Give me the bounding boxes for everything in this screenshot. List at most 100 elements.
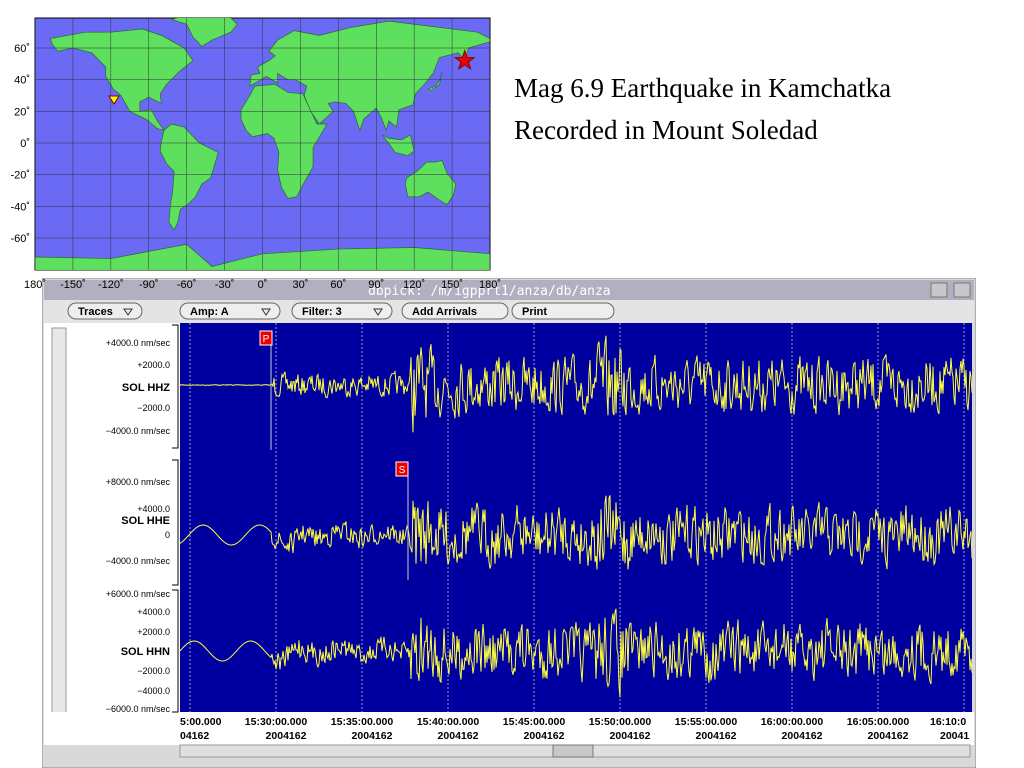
longitude-label: 150˚ (441, 279, 463, 291)
longitude-label: 60˚ (330, 279, 346, 291)
amplitude-label: +2000.0 (137, 627, 170, 637)
date-label: 20041 (940, 730, 969, 742)
amplitude-label: +4000.0 nm/sec (106, 338, 171, 348)
longitude-label: -150˚ (60, 279, 86, 291)
date-label: 2004162 (438, 730, 479, 742)
toolbar-button[interactable] (511, 302, 615, 320)
latitude-label: -20˚ (10, 170, 30, 182)
channel-bracket (172, 459, 179, 586)
toolbar-button[interactable] (67, 302, 143, 320)
amplitude-label: −2000.0 (137, 403, 170, 413)
dropdown-arrow (373, 308, 383, 316)
amplitude-label: +8000.0 nm/sec (106, 477, 171, 487)
phase-label: S (399, 465, 406, 476)
time-label: 16:10:0 (930, 716, 966, 728)
window-title: dbpick: /m/igpprt1/anza/db/anza (368, 284, 611, 299)
traces: PS (180, 323, 972, 712)
button-label: Print (522, 306, 547, 318)
slide-title-line: Recorded in Mount Soledad (514, 115, 818, 145)
longitude-label: 30˚ (292, 279, 308, 291)
amplitude-label: +2000.0 (137, 360, 170, 370)
button-label: Amp: A (190, 306, 229, 318)
button-label: Filter: 3 (302, 306, 342, 318)
latitude-label: 60˚ (14, 43, 30, 55)
time-label: 16:00:00.000 (761, 716, 824, 728)
phase-marker[interactable] (395, 461, 409, 477)
longitude-label: 180˚ (479, 279, 501, 291)
landmass (170, 18, 238, 47)
toolbar-button[interactable] (401, 302, 509, 320)
latitude-label: 0˚ (20, 138, 30, 150)
amplitude-label: +4000.0 (137, 607, 170, 617)
seismogram-trace (180, 495, 972, 570)
date-label: 04162 (180, 730, 209, 742)
channel-bracket (172, 589, 179, 713)
epicenter-star (453, 49, 476, 71)
toolbar-button[interactable] (291, 302, 393, 320)
latitude-label: -60˚ (10, 233, 30, 245)
time-axis (44, 712, 974, 745)
date-label: 2004162 (610, 730, 651, 742)
date-label: 2004162 (868, 730, 909, 742)
longitude-label: -60˚ (177, 279, 197, 291)
amplitude-label: −4000.0 nm/sec (106, 556, 171, 566)
slide-title-line: Mag 6.9 Earthquake in Kamchatka (514, 73, 891, 103)
vertical-scrollbar[interactable] (51, 327, 67, 717)
button-label: Add Arrivals (412, 306, 477, 318)
scroll-thumb[interactable] (552, 744, 594, 758)
button-label: Traces (78, 306, 113, 318)
channel-bracket (172, 324, 179, 449)
seismogram-trace (180, 335, 972, 433)
dbpick-window: dbpick: /m/igpprt1/anza/db/anza PS Trace… (42, 278, 976, 768)
longitude-label: -90˚ (139, 279, 159, 291)
seismogram-trace (180, 608, 972, 698)
landmass (159, 123, 219, 231)
station-marker (108, 95, 120, 105)
channel-name: SOL HHE (121, 515, 170, 527)
channel-name: SOL HHN (121, 646, 170, 658)
amplitude-label: −6000.0 nm/sec (106, 704, 171, 714)
map (35, 18, 490, 270)
label-panel (44, 323, 180, 712)
channel-name: SOL HHZ (122, 382, 170, 394)
date-label: 2004162 (696, 730, 737, 742)
amplitude-label: 0 (165, 530, 170, 540)
longitude-label: -120˚ (98, 279, 124, 291)
time-label: 15:45:00.000 (503, 716, 566, 728)
latitude-label: 20˚ (14, 106, 30, 118)
amplitude-label: +6000.0 nm/sec (106, 589, 171, 599)
time-label: 15:35:00.000 (331, 716, 394, 728)
longitude-label: 180˚ (24, 279, 46, 291)
dropdown-arrow (123, 308, 133, 316)
time-label: 15:40:00.000 (417, 716, 480, 728)
toolbar-button[interactable] (179, 302, 281, 320)
date-label: 2004162 (266, 730, 307, 742)
amplitude-label: −2000.0 (137, 666, 170, 676)
amplitude-label: −4000.0 nm/sec (106, 426, 171, 436)
time-label: 15:50:00.000 (589, 716, 652, 728)
time-label: 16:05:00.000 (847, 716, 910, 728)
longitude-label: 0˚ (258, 279, 268, 291)
latitude-label: -40˚ (10, 201, 30, 213)
time-label: 15:55:00.000 (675, 716, 738, 728)
landmass (404, 159, 457, 206)
amplitude-label: −4000.0 (137, 686, 170, 696)
longitude-label: 120˚ (403, 279, 425, 291)
date-label: 2004162 (352, 730, 393, 742)
dropdown-arrow (261, 308, 271, 316)
phase-marker[interactable] (259, 330, 273, 346)
landmass (427, 71, 443, 92)
longitude-label: 90˚ (368, 279, 384, 291)
maximize-button[interactable] (953, 282, 971, 298)
amplitude-label: +4000.0 (137, 504, 170, 514)
longitude-label: -30˚ (215, 279, 235, 291)
title-bar (44, 280, 974, 300)
time-label: 15:30:00.000 (245, 716, 308, 728)
minimize-button[interactable] (930, 282, 948, 298)
time-label: 5:00.000 (180, 716, 222, 728)
phase-label: P (263, 334, 270, 345)
latitude-label: 40˚ (14, 75, 30, 87)
date-label: 2004162 (782, 730, 823, 742)
date-label: 2004162 (524, 730, 565, 742)
